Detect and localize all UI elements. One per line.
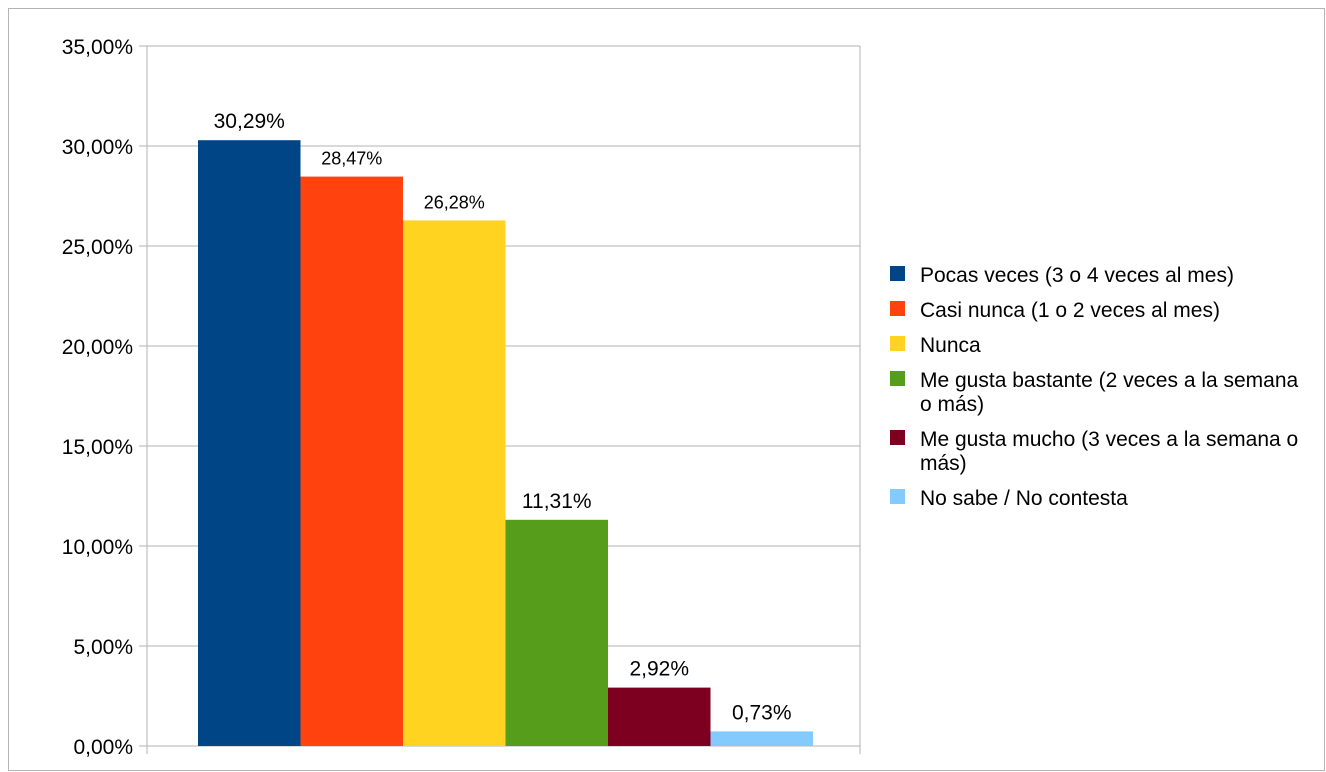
legend-swatch xyxy=(890,336,905,351)
data-label: 30,29% xyxy=(214,110,285,133)
legend: Pocas veces (3 o 4 veces al mes) Casi nun… xyxy=(890,264,1299,510)
legend-entry: Casi nunca (1 o 2 veces al mes) xyxy=(920,299,1220,322)
y-tick-label: 20,00% xyxy=(62,336,133,359)
bar-chart: 0,00% 5,00% 10,00% 15,00% 20,00% 25,00% 30,00%… xyxy=(62,36,1299,759)
y-tick-label: 5,00% xyxy=(73,636,133,659)
y-tick-label: 30,00% xyxy=(62,136,133,159)
bar xyxy=(505,519,608,746)
legend-swatch xyxy=(890,301,905,316)
bar xyxy=(198,140,301,746)
legend-entry: No sabe / No contesta xyxy=(920,487,1128,510)
y-tick-label: 0,00% xyxy=(73,736,133,759)
legend-entry: Me gusta mucho (3 veces a la semana o más… xyxy=(920,428,1298,475)
legend-entry: Nunca xyxy=(920,334,981,357)
legend-entry: Pocas veces (3 o 4 veces al mes) xyxy=(920,264,1234,287)
axes xyxy=(139,45,861,754)
y-tick-label: 35,00% xyxy=(62,36,133,59)
legend-swatch xyxy=(890,430,905,445)
data-label: 11,31% xyxy=(522,490,592,513)
y-tick-labels: 0,00% 5,00% 10,00% 15,00% 20,00% 25,00% 30,00%… xyxy=(62,36,133,759)
data-label: 28,47% xyxy=(321,149,382,169)
y-tick-label: 10,00% xyxy=(62,536,133,559)
bar xyxy=(710,731,813,746)
y-tick-label: 15,00% xyxy=(62,436,133,459)
bar xyxy=(300,176,403,747)
bar xyxy=(403,220,506,746)
data-labels: 30,29% 28,47% 26,28% 11,31% 2,92% 0,73% xyxy=(214,110,792,724)
chart-frame: 0,00% 5,00% 10,00% 15,00% 20,00% 25,00% 30,00%… xyxy=(8,8,1325,771)
legend-swatch xyxy=(890,371,905,386)
y-tick-label: 25,00% xyxy=(62,236,133,259)
bar xyxy=(608,687,711,746)
legend-entry: Me gusta bastante (2 veces a la semana o … xyxy=(920,369,1299,416)
data-label: 2,92% xyxy=(629,658,689,681)
data-label: 0,73% xyxy=(732,701,792,724)
legend-swatch xyxy=(890,266,905,281)
bars xyxy=(198,140,813,747)
legend-swatch xyxy=(890,489,905,504)
data-label: 26,28% xyxy=(424,192,485,212)
